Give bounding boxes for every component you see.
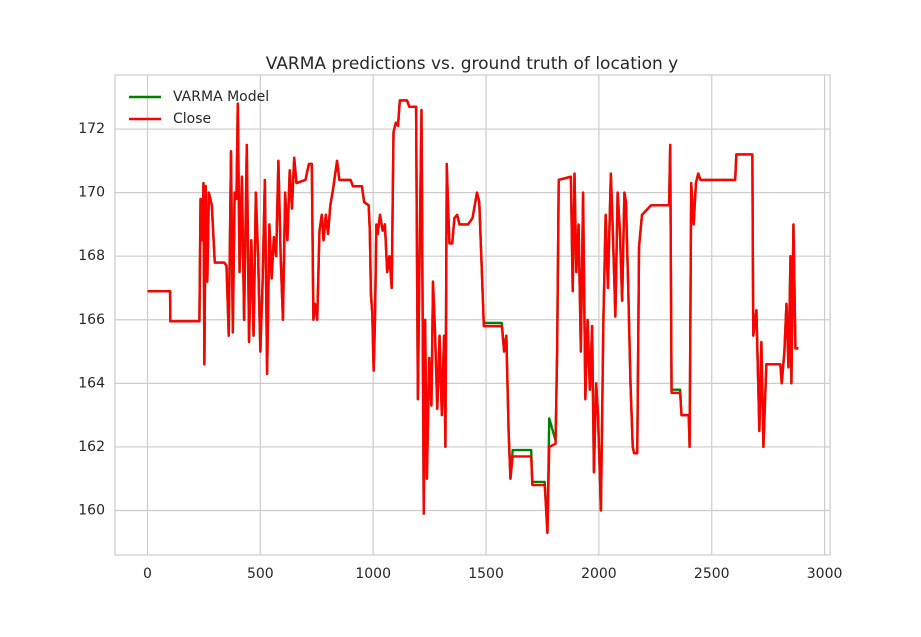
y-tick-label: 172 bbox=[78, 121, 105, 137]
y-tick-label: 170 bbox=[78, 185, 105, 201]
legend-label: Close bbox=[173, 111, 211, 127]
x-tick-label: 0 bbox=[143, 566, 152, 582]
plot-frame bbox=[114, 74, 831, 556]
x-tick-label: 2000 bbox=[581, 566, 617, 582]
x-tick-label: 500 bbox=[247, 566, 274, 582]
y-tick-label: 164 bbox=[78, 375, 105, 391]
chart-title: VARMA predictions vs. ground truth of lo… bbox=[266, 54, 679, 74]
y-tick-label: 160 bbox=[78, 502, 105, 518]
y-tick-label: 166 bbox=[78, 312, 105, 328]
y-tick-label: 162 bbox=[78, 439, 105, 455]
x-tick-label: 1500 bbox=[468, 566, 504, 582]
x-tick-label: 1000 bbox=[355, 566, 391, 582]
legend-label: VARMA Model bbox=[173, 89, 269, 105]
y-tick-label: 168 bbox=[78, 248, 105, 264]
x-tick-label: 2500 bbox=[694, 566, 730, 582]
x-tick-label: 3000 bbox=[807, 566, 843, 582]
series-line bbox=[147, 99, 799, 534]
